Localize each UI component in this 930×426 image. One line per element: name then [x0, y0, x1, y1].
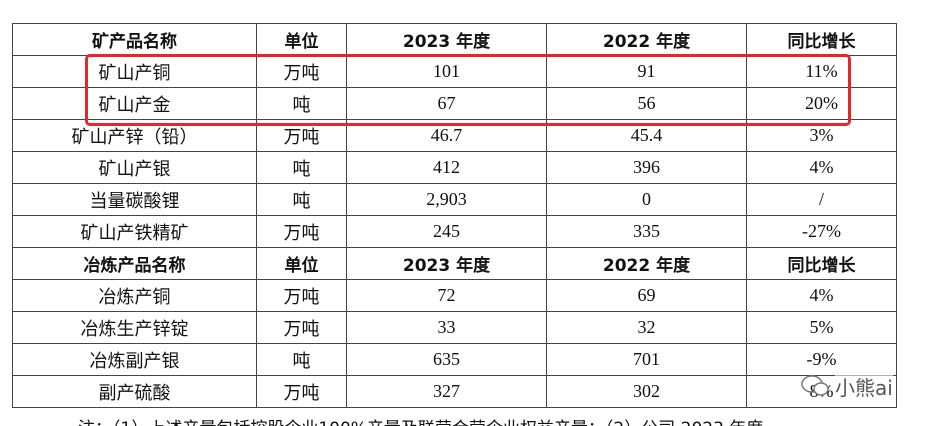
data-row: 矿山产金吨 67 56 20% [12, 87, 897, 120]
cell: 4% [746, 151, 897, 184]
footnote: 注：（1）上述产量包括控股企业100%产量及联营合营企业权益产量；（2）公司 2… [78, 414, 763, 426]
cell: 101 [346, 55, 547, 88]
cell: 副产硫酸 [12, 375, 257, 408]
data-row: 矿山产铜 万吨 101 91 11% [12, 55, 897, 88]
cell: 万吨 [256, 279, 347, 312]
table-body: 矿产品名称 单位 2023 年度 2022 年度 同比增长 矿山产铜 万吨 101 91 11% 矿… [12, 23, 897, 408]
header-cell: 矿产品名称 [12, 23, 257, 56]
cell: -9% [746, 343, 897, 376]
cell: 72 [346, 279, 547, 312]
cell: 67 [346, 87, 547, 120]
cell: 冶炼产铜 [12, 279, 257, 312]
cell: 当量碳酸锂 [12, 183, 257, 216]
cell: 吨 [256, 87, 347, 120]
cell: 412 [346, 151, 547, 184]
highlight-box [85, 54, 851, 126]
cell: 635 [346, 343, 547, 376]
data-row: 矿山产铁精矿 万吨 245 335 -27% [12, 215, 897, 248]
data-row: 当量碳酸锂吨 2,903 0/ [12, 183, 897, 216]
cell: / [746, 183, 897, 216]
cell: 矿山产铁精矿 [12, 215, 257, 248]
cell: 万吨 [256, 375, 347, 408]
cell: 302 [546, 375, 747, 408]
cell: 5% [746, 311, 897, 344]
header-row: 矿产品名称 单位 2023 年度 2022 年度 同比增长 [12, 23, 897, 56]
cell: 3% [746, 119, 897, 152]
header-row: 冶炼产品名称 单位 2023 年度 2022 年度 同比增长 [12, 247, 897, 280]
watermark-icon [801, 375, 829, 396]
cell: 万吨 [256, 311, 347, 344]
header-cell: 单位 [256, 247, 347, 280]
cell: 396 [546, 151, 747, 184]
cell: 2,903 [346, 183, 547, 216]
cell: 矿山产金 [12, 87, 257, 120]
header-cell: 2022 年度 [546, 23, 747, 56]
cell: 4% [746, 279, 897, 312]
cell: 冶炼生产锌锭 [12, 311, 257, 344]
cell: 33 [346, 311, 547, 344]
cell: 0 [546, 183, 747, 216]
cell: 吨 [256, 183, 347, 216]
cell: 69 [546, 279, 747, 312]
header-cell: 同比增长 [746, 23, 897, 56]
header-cell: 冶炼产品名称 [12, 247, 257, 280]
header-cell: 同比增长 [746, 247, 897, 280]
data-row: 矿山产银吨 412 396 4% [12, 151, 897, 184]
production-table: 矿产品名称 单位 2023 年度 2022 年度 同比增长 矿山产铜 万吨 101 91 11% 矿… [12, 23, 897, 408]
data-row: 冶炼生产锌锭 万吨 33 32 5% [12, 311, 897, 344]
cell: -27% [746, 215, 897, 248]
cell: 万吨 [256, 215, 347, 248]
cell: 矿山产银 [12, 151, 257, 184]
header-cell: 2022 年度 [546, 247, 747, 280]
cell: 20% [746, 87, 897, 120]
cell: 吨 [256, 151, 347, 184]
cell: 万吨 [256, 55, 347, 88]
cell: 335 [546, 215, 747, 248]
cell: 32 [546, 311, 747, 344]
cell: 56 [546, 87, 747, 120]
cell: 11% [746, 55, 897, 88]
cell: 327 [346, 375, 547, 408]
data-row: 冶炼副产银吨 635 701 -9% [12, 343, 897, 376]
cell: 冶炼副产银 [12, 343, 257, 376]
data-row: 冶炼产铜 万吨 72 69 4% [12, 279, 897, 312]
header-cell: 2023 年度 [346, 247, 547, 280]
cell: 701 [546, 343, 747, 376]
data-row: 副产硫酸万吨3273028% [12, 375, 897, 408]
watermark: 小熊ai [835, 372, 893, 401]
cell: 吨 [256, 343, 347, 376]
cell: 245 [346, 215, 547, 248]
header-cell: 单位 [256, 23, 347, 56]
header-cell: 2023 年度 [346, 23, 547, 56]
